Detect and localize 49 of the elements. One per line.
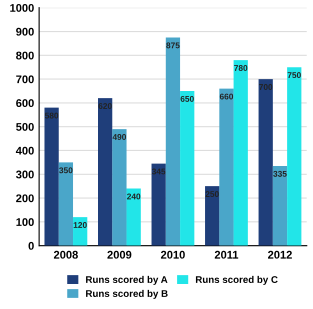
data-label: 345 [152,168,166,174]
data-label: 490 [112,134,126,140]
data-label: 250 [206,191,219,198]
bar [166,37,180,246]
legend-label: Runs scored by A [86,276,168,285]
bar [219,88,234,246]
bar [152,164,166,246]
y-tick-label: 1000 [10,4,34,12]
x-tick-label: 2012 [268,250,292,259]
bar [272,166,288,246]
y-tick-label: 800 [16,52,34,60]
y-tick-label: 600 [16,99,34,108]
legend-label: Runs scored by C [196,276,278,285]
data-label: 620 [98,103,112,109]
bar [98,98,112,246]
data-label: 780 [234,65,248,71]
y-tick-label: 500 [16,122,34,131]
y-tick-label: 700 [16,75,34,84]
bar [126,188,141,246]
bar [258,79,273,246]
x-tick-label: 2008 [54,250,78,259]
y-tick-label: 400 [16,146,34,155]
bar [58,162,74,246]
bar [112,129,127,246]
bar [44,108,59,246]
bar [234,60,248,246]
y-tick-label: 300 [16,170,34,178]
legend-label: Runs scored by B [86,290,168,299]
data-label: 660 [220,94,234,100]
bar [205,186,220,246]
data-label: 240 [127,194,140,200]
data-label: 580 [44,112,58,119]
data-label: 700 [259,84,272,90]
bar [180,91,194,246]
y-tick-label: 900 [16,28,34,36]
x-tick-label: 2011 [214,250,238,259]
x-tick-label: 2009 [107,250,132,259]
y-tick-label: 200 [16,194,34,202]
y-tick-label: 0 [28,242,34,250]
bar [73,217,88,246]
data-label: 875 [166,42,180,48]
data-label: 650 [180,96,194,102]
data-label: 120 [74,222,87,228]
data-label: 350 [59,167,72,174]
y-tick-label: 100 [16,218,34,226]
bar [287,67,302,246]
x-tick-label: 2010 [160,250,185,259]
data-label: 750 [288,72,301,78]
data-label: 335 [273,170,287,177]
